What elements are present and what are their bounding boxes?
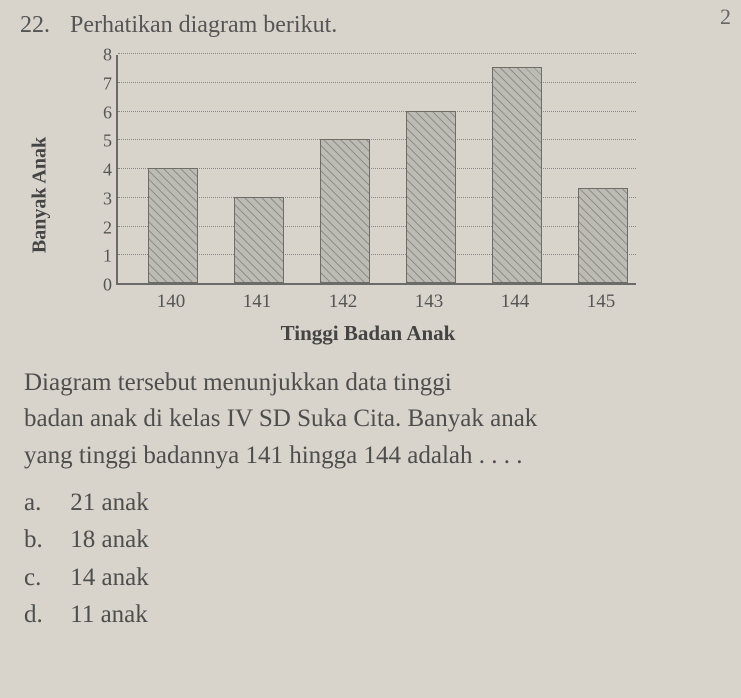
chart-bar (578, 188, 628, 283)
chart-x-axis-label: Tinggi Badan Anak (281, 321, 456, 346)
option-letter: a. (24, 484, 64, 522)
option-b: b. 18 anak (24, 521, 721, 559)
chart-bar (492, 67, 542, 283)
chart-bar (234, 197, 284, 283)
question-body: Diagram tersebut menunjukkan data tinggi… (24, 365, 721, 474)
chart-y-tick: 5 (94, 131, 112, 152)
chart-y-tick: 3 (94, 188, 112, 209)
chart-y-tick: 1 (94, 246, 112, 267)
question-body-line: Diagram tersebut menunjukkan data tinggi (24, 365, 721, 401)
chart-plot-area (116, 55, 636, 285)
question-body-line: badan anak di kelas IV SD Suka Cita. Ban… (24, 401, 721, 437)
chart-gridline (118, 139, 636, 140)
chart-y-tick: 0 (94, 275, 112, 296)
chart-y-axis-label: Banyak Anak (29, 137, 52, 253)
chart-x-tick: 144 (485, 291, 545, 313)
option-letter: d. (24, 596, 64, 634)
chart-y-tick: 8 (94, 45, 112, 66)
option-text: 14 anak (70, 564, 148, 591)
option-text: 21 anak (70, 489, 148, 516)
chart-y-tick: 2 (94, 217, 112, 238)
option-text: 18 anak (70, 526, 148, 553)
option-a: a. 21 anak (24, 484, 721, 522)
question-prompt: Perhatikan diagram berikut. (70, 12, 337, 38)
chart-x-tick: 141 (227, 291, 287, 313)
question-body-line: yang tinggi badannya 141 hingga 144 adal… (24, 438, 721, 474)
page-corner-mark: 2 (720, 4, 731, 30)
option-text: 11 anak (70, 601, 148, 628)
chart-gridline (118, 111, 636, 112)
option-c: c. 14 anak (24, 559, 721, 597)
chart-gridline (118, 82, 636, 83)
chart-y-tick: 7 (94, 73, 112, 94)
chart-y-tick: 4 (94, 160, 112, 181)
chart-x-tick: 142 (313, 291, 373, 313)
chart-y-tick: 6 (94, 102, 112, 123)
chart-bar (148, 168, 198, 283)
question-number: 22. (20, 12, 64, 39)
chart-x-tick: 145 (571, 291, 631, 313)
option-letter: c. (24, 559, 64, 597)
answer-options: a. 21 anak b. 18 anak c. 14 anak d. 11 a… (24, 484, 721, 634)
chart-x-tick: 143 (399, 291, 459, 313)
question-header: 22. Perhatikan diagram berikut. (20, 12, 721, 39)
chart-gridline (118, 53, 636, 54)
option-letter: b. (24, 521, 64, 559)
bar-chart: Banyak Anak 012345678 140141142143144145… (88, 55, 648, 335)
option-d: d. 11 anak (24, 596, 721, 634)
chart-x-tick: 140 (141, 291, 201, 313)
chart-bar (320, 139, 370, 283)
chart-bar (406, 111, 456, 284)
